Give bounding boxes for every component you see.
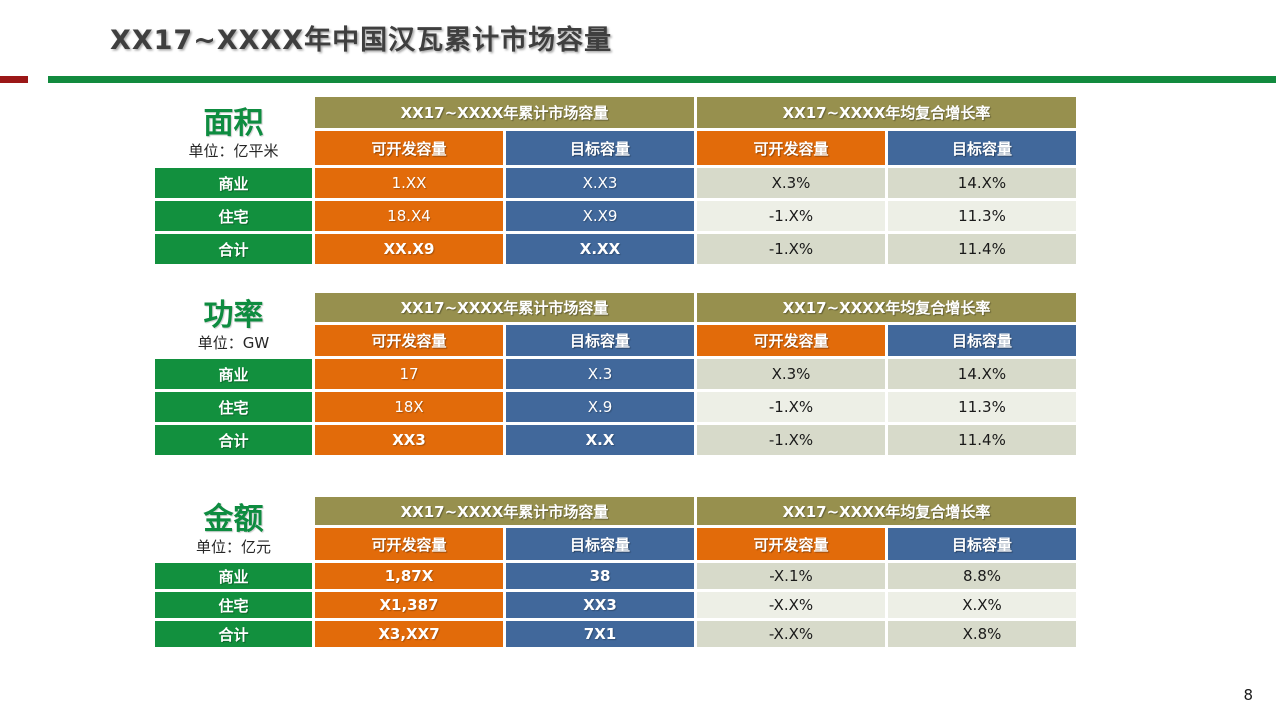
- col-header-developable: 可开发容量: [315, 325, 503, 356]
- data-table: XX17~XXXX年累计市场容量 XX17~XXXX年均复合增长率 可开发容量 …: [155, 497, 1076, 647]
- cell-cagr-target: 8.8%: [888, 563, 1076, 589]
- cell-cagr-developable: -1.X%: [697, 234, 885, 264]
- col-header-developable: 可开发容量: [315, 131, 503, 165]
- table-section-power: 功率 单位：GW XX17~XXXX年累计市场容量 XX17~XXXX年均复合增…: [155, 293, 1076, 455]
- row-label-total: 合计: [155, 425, 312, 455]
- col-header-cagr-developable: 可开发容量: [697, 325, 885, 356]
- cell-developable: 1,87X: [315, 563, 503, 589]
- row-label: 商业: [155, 359, 312, 389]
- page-title: XX17~XXXX年中国汉瓦累计市场容量: [110, 25, 613, 56]
- cell-target: X.X3: [506, 168, 694, 198]
- row-label: 住宅: [155, 592, 312, 618]
- cell-developable: XX.X9: [315, 234, 503, 264]
- cell-developable: X1,387: [315, 592, 503, 618]
- section-caption: 金额 单位：亿元: [155, 497, 312, 559]
- cell-developable: XX3: [315, 425, 503, 455]
- col-header-cagr-developable: 可开发容量: [697, 528, 885, 560]
- cell-cagr-target: 14.X%: [888, 168, 1076, 198]
- cell-cagr-target: 14.X%: [888, 359, 1076, 389]
- cell-developable: 18.X4: [315, 201, 503, 231]
- section-title: 面积: [203, 105, 264, 141]
- row-label: 住宅: [155, 392, 312, 422]
- col-header-cagr-developable: 可开发容量: [697, 131, 885, 165]
- data-table: XX17~XXXX年累计市场容量 XX17~XXXX年均复合增长率 可开发容量 …: [155, 97, 1076, 264]
- col-header-cagr-target: 目标容量: [888, 528, 1076, 560]
- table-section-amount: 金额 单位：亿元 XX17~XXXX年累计市场容量 XX17~XXXX年均复合增…: [155, 497, 1076, 647]
- cell-target: XX3: [506, 592, 694, 618]
- cell-cagr-developable: X.3%: [697, 359, 885, 389]
- row-label: 商业: [155, 563, 312, 589]
- title-underline-rule: [48, 76, 1276, 83]
- cell-target: X.X9: [506, 201, 694, 231]
- col-group-header-cumulative: XX17~XXXX年累计市场容量: [315, 97, 694, 128]
- cell-target: X.XX: [506, 234, 694, 264]
- cell-cagr-developable: -X.X%: [697, 621, 885, 647]
- data-table: XX17~XXXX年累计市场容量 XX17~XXXX年均复合增长率 可开发容量 …: [155, 293, 1076, 455]
- section-unit: 单位：亿元: [195, 538, 271, 557]
- cell-cagr-target: 11.3%: [888, 392, 1076, 422]
- col-group-header-cumulative: XX17~XXXX年累计市场容量: [315, 293, 694, 322]
- cell-developable: 1.XX: [315, 168, 503, 198]
- col-header-cagr-target: 目标容量: [888, 325, 1076, 356]
- section-title: 功率: [203, 297, 264, 333]
- row-label: 商业: [155, 168, 312, 198]
- cell-cagr-developable: -1.X%: [697, 425, 885, 455]
- section-caption: 面积 单位：亿平米: [155, 97, 312, 163]
- cell-cagr-target: 11.4%: [888, 234, 1076, 264]
- page-number: 8: [1243, 686, 1253, 704]
- col-group-header-cumulative: XX17~XXXX年累计市场容量: [315, 497, 694, 525]
- cell-cagr-target: 11.4%: [888, 425, 1076, 455]
- col-header-cagr-target: 目标容量: [888, 131, 1076, 165]
- cell-target: X.3: [506, 359, 694, 389]
- cell-cagr-target: 11.3%: [888, 201, 1076, 231]
- cell-target: X.X: [506, 425, 694, 455]
- red-accent-bar: [0, 76, 28, 83]
- cell-cagr-target: X.X%: [888, 592, 1076, 618]
- section-title: 金额: [203, 501, 264, 537]
- col-header-target: 目标容量: [506, 528, 694, 560]
- row-label-total: 合计: [155, 621, 312, 647]
- cell-cagr-developable: -1.X%: [697, 392, 885, 422]
- section-unit: 单位：GW: [197, 334, 270, 353]
- section-caption: 功率 单位：GW: [155, 293, 312, 355]
- row-label: 住宅: [155, 201, 312, 231]
- col-group-header-cagr: XX17~XXXX年均复合增长率: [697, 97, 1076, 128]
- cell-target: 7X1: [506, 621, 694, 647]
- cell-cagr-target: X.8%: [888, 621, 1076, 647]
- cell-developable: 17: [315, 359, 503, 389]
- col-header-developable: 可开发容量: [315, 528, 503, 560]
- table-section-area: 面积 单位：亿平米 XX17~XXXX年累计市场容量 XX17~XXXX年均复合…: [155, 97, 1076, 264]
- cell-cagr-developable: -1.X%: [697, 201, 885, 231]
- section-unit: 单位：亿平米: [188, 142, 279, 161]
- row-label-total: 合计: [155, 234, 312, 264]
- col-group-header-cagr: XX17~XXXX年均复合增长率: [697, 293, 1076, 322]
- cell-developable: X3,XX7: [315, 621, 503, 647]
- cell-cagr-developable: -X.X%: [697, 592, 885, 618]
- col-group-header-cagr: XX17~XXXX年均复合增长率: [697, 497, 1076, 525]
- col-header-target: 目标容量: [506, 325, 694, 356]
- cell-cagr-developable: X.3%: [697, 168, 885, 198]
- col-header-target: 目标容量: [506, 131, 694, 165]
- cell-target: 38: [506, 563, 694, 589]
- cell-developable: 18X: [315, 392, 503, 422]
- cell-cagr-developable: -X.1%: [697, 563, 885, 589]
- cell-target: X.9: [506, 392, 694, 422]
